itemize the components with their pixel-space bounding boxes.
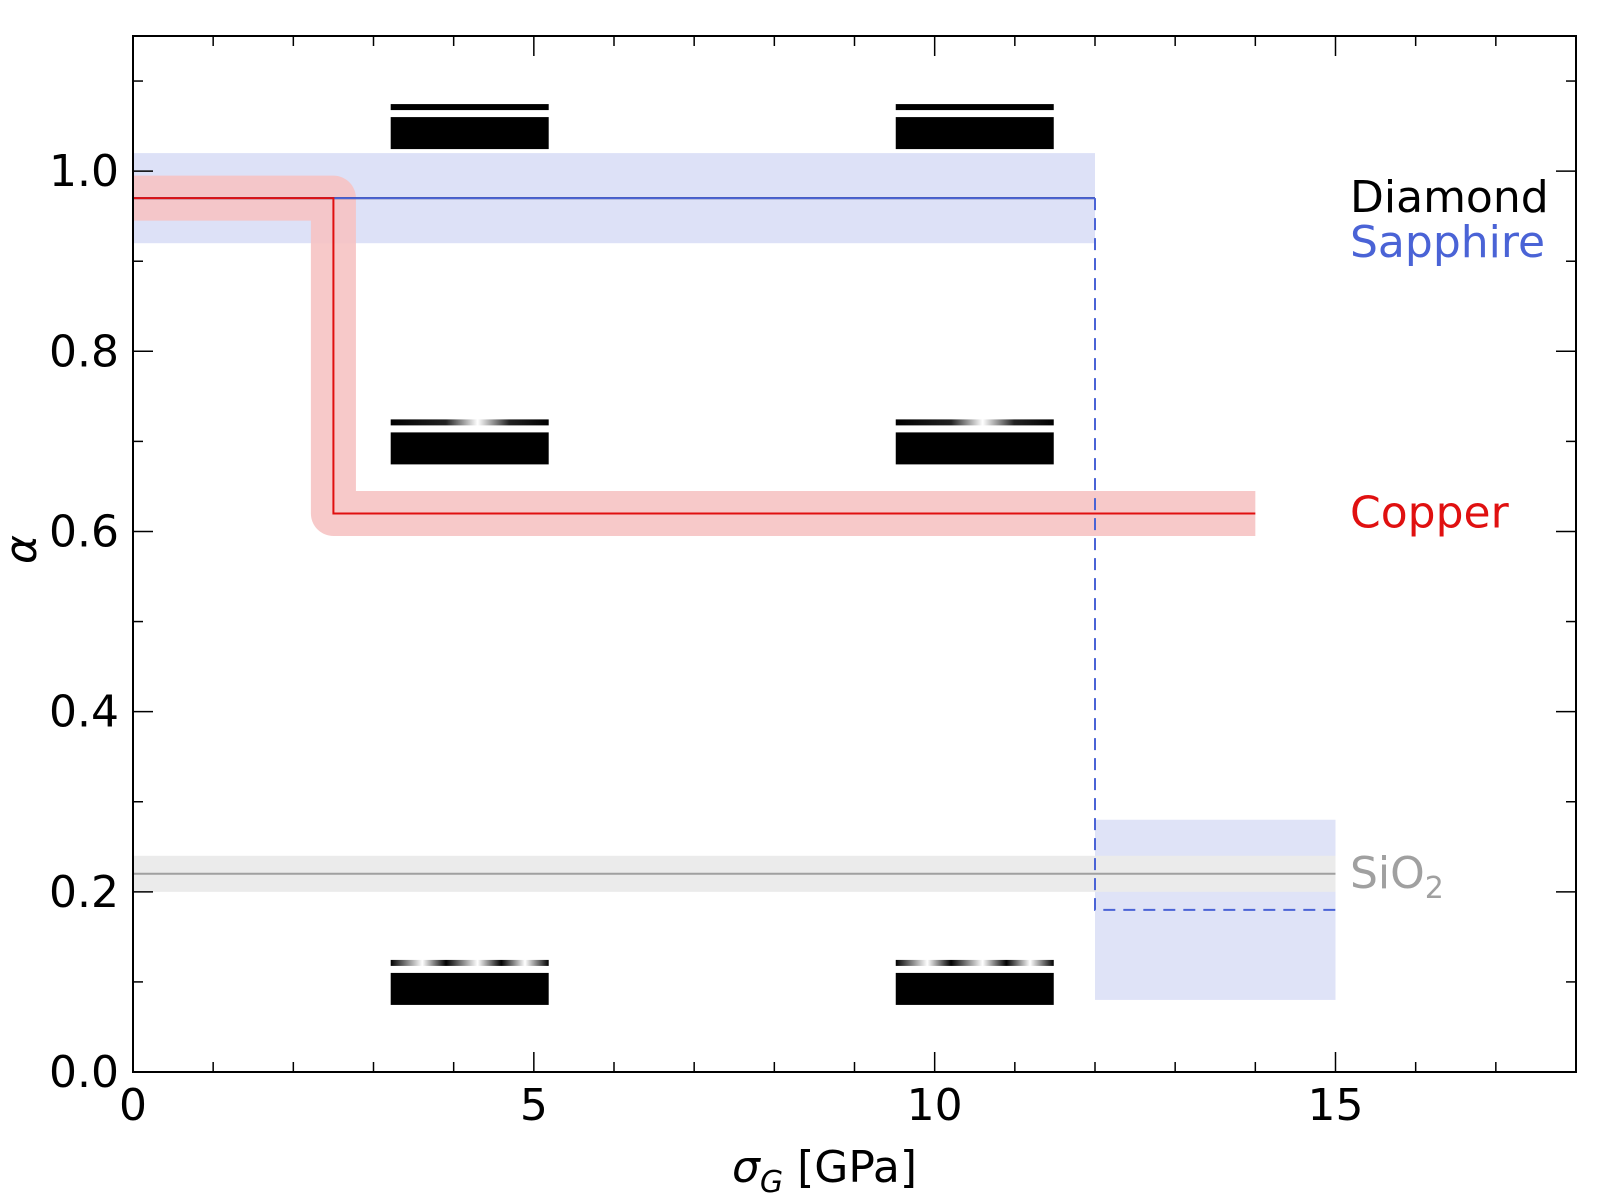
copper-line [133, 197, 1256, 515]
copper-band [133, 175, 1256, 536]
surface-icon-2 [895, 104, 1054, 150]
y-tick-label: 0.2 [49, 867, 119, 918]
surface-film [390, 959, 549, 966]
surface-substrate [390, 972, 549, 1005]
surface-icon-1 [390, 104, 549, 150]
x-tick-label: 10 [907, 1080, 963, 1131]
surface-film [390, 419, 549, 426]
x-axis-title-part: σ [732, 1142, 761, 1193]
surface-substrate [895, 117, 1054, 150]
y-tick-label: 1.0 [49, 146, 119, 197]
series-label-sio: SiO2 [1350, 848, 1444, 906]
surface-substrate [895, 432, 1054, 465]
surface-substrate [895, 972, 1054, 1005]
series-label-subscript: 2 [1425, 871, 1444, 906]
y-axis-title: α [0, 535, 47, 564]
surface-icon-5 [390, 959, 549, 1005]
surface-substrate [390, 432, 549, 465]
x-axis-title-part: [GPa] [783, 1142, 917, 1193]
surface-icon-3 [390, 419, 549, 465]
x-axis-title-part: G [760, 1165, 783, 1200]
x-axis-title: σG [GPa] [732, 1142, 917, 1200]
y-tick-label: 0.8 [49, 326, 119, 377]
series-lines [133, 197, 1336, 911]
y-tick-label: 0.6 [49, 506, 119, 557]
surface-substrate [390, 117, 549, 150]
axis-ticks: 0 5 10 15 0.0 0.2 0.4 0.6 0.8 1.0 [49, 36, 1577, 1131]
surface-icon-4 [895, 419, 1054, 465]
y-tick-label: 0.0 [49, 1047, 119, 1098]
series-label-diamond: Diamond [1350, 172, 1549, 223]
x-tick-label: 15 [1308, 1080, 1364, 1131]
surface-film [895, 959, 1054, 966]
surface-film [895, 104, 1054, 111]
x-tick-label: 5 [520, 1080, 548, 1131]
surface-film [390, 104, 549, 111]
surface-film [895, 419, 1054, 426]
surface-icons [390, 104, 1054, 1005]
series-label-copper: Copper [1350, 487, 1510, 538]
surface-icon-6 [895, 959, 1054, 1005]
sapphire-transition-line [1094, 198, 1336, 911]
y-tick-label: 0.4 [49, 687, 119, 738]
series-label-sapphire: Sapphire [1350, 217, 1545, 268]
x-tick-label: 0 [119, 1080, 147, 1131]
